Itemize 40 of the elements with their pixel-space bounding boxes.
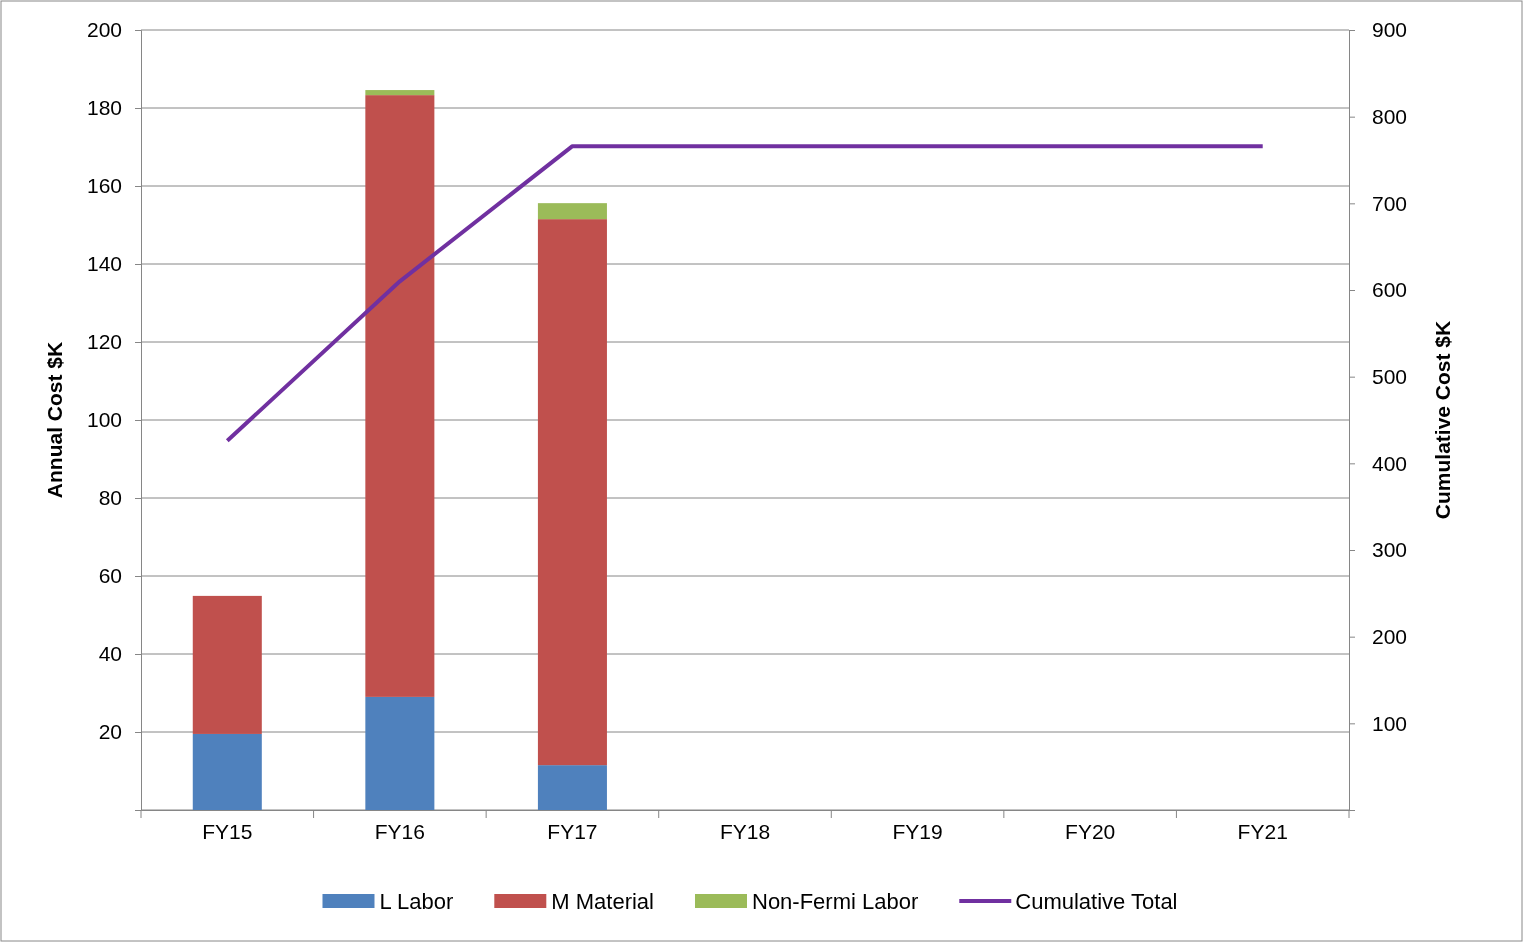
- y2-tick-label: 900: [1372, 18, 1408, 42]
- y-axis-title: Annual Cost $K: [43, 341, 66, 499]
- y2-tick-label: 700: [1372, 191, 1408, 215]
- y-tick-label: 120: [86, 330, 122, 354]
- y-tick-label: 160: [86, 174, 122, 198]
- y-tick-label: 200: [86, 18, 122, 42]
- bar: [537, 765, 607, 810]
- y2-tick-label: 200: [1372, 624, 1408, 648]
- y2-axis-title: Cumulative Cost $K: [1431, 320, 1454, 520]
- y-tick-label: 40: [98, 642, 122, 666]
- y-tick-label: 180: [86, 96, 122, 120]
- y2-tick-label: 500: [1372, 364, 1408, 388]
- x-tick-label: FY17: [547, 820, 598, 843]
- legend-label: Cumulative Total: [1015, 889, 1178, 914]
- y-tick-label: 80: [98, 486, 122, 510]
- bar: [537, 203, 607, 220]
- bar: [365, 90, 435, 96]
- x-tick-label: FY20: [1065, 820, 1116, 843]
- y2-tick-label: 100: [1372, 711, 1408, 735]
- bar: [365, 95, 435, 697]
- bar: [537, 219, 607, 766]
- bar: [365, 696, 435, 810]
- y2-tick-label: 300: [1372, 538, 1408, 562]
- x-tick-label: FY21: [1237, 820, 1288, 843]
- y2-tick-label: 400: [1372, 451, 1408, 475]
- x-tick-label: FY16: [374, 820, 425, 843]
- legend-label: L Labor: [379, 889, 454, 914]
- bar: [192, 595, 262, 734]
- legend-label: M Material: [551, 889, 654, 914]
- x-tick-label: FY18: [719, 820, 771, 843]
- x-tick-label: FY15: [202, 820, 253, 843]
- y-tick-label: 20: [98, 720, 122, 744]
- y-tick-label: 140: [86, 252, 122, 276]
- x-tick-label: FY19: [892, 820, 943, 843]
- y-tick-label: 60: [98, 564, 122, 588]
- y2-tick-label: 800: [1372, 104, 1408, 128]
- bar: [192, 733, 262, 810]
- legend-label: Non-Fermi Labor: [751, 889, 919, 914]
- y2-tick-label: 600: [1372, 278, 1408, 302]
- y-tick-label: 100: [86, 408, 122, 432]
